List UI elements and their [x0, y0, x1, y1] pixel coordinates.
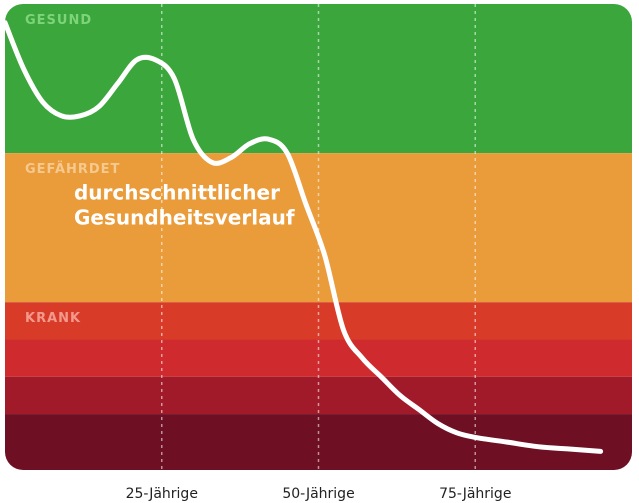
zone-gesund [5, 4, 632, 154]
health-zones [5, 4, 632, 470]
x-tick-label-25: 25-Jährige [126, 486, 198, 502]
zone-label-gesund: GESUND [25, 13, 92, 28]
zone-krank-2 [5, 339, 632, 377]
x-tick-label-50: 50-Jährige [282, 486, 354, 502]
x-tick-label-75: 75-Jährige [439, 486, 511, 502]
plot-area: GESUND GEFÄHRDET KRANK durchschnittlicher … [5, 4, 632, 470]
x-axis-ticks: 25-Jährige 50-Jährige 75-Jährige [126, 486, 512, 502]
health-curve [5, 20, 604, 454]
zone-label-gefaehrdet: GEFÄHRDET [25, 161, 120, 177]
zone-label-krank-1: KRANK [25, 311, 81, 326]
zone-labels: GESUND GEFÄHRDET KRANK [25, 13, 120, 326]
annotation-line-1: durchschnittlicher [74, 181, 280, 205]
annotation-line-2: Gesundheitsverlauf [74, 206, 295, 230]
curve-annotation: durchschnittlicher Gesundheitsverlauf [74, 181, 295, 230]
